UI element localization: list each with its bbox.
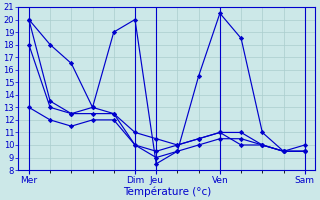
X-axis label: Température (°c): Température (°c) [123,186,211,197]
